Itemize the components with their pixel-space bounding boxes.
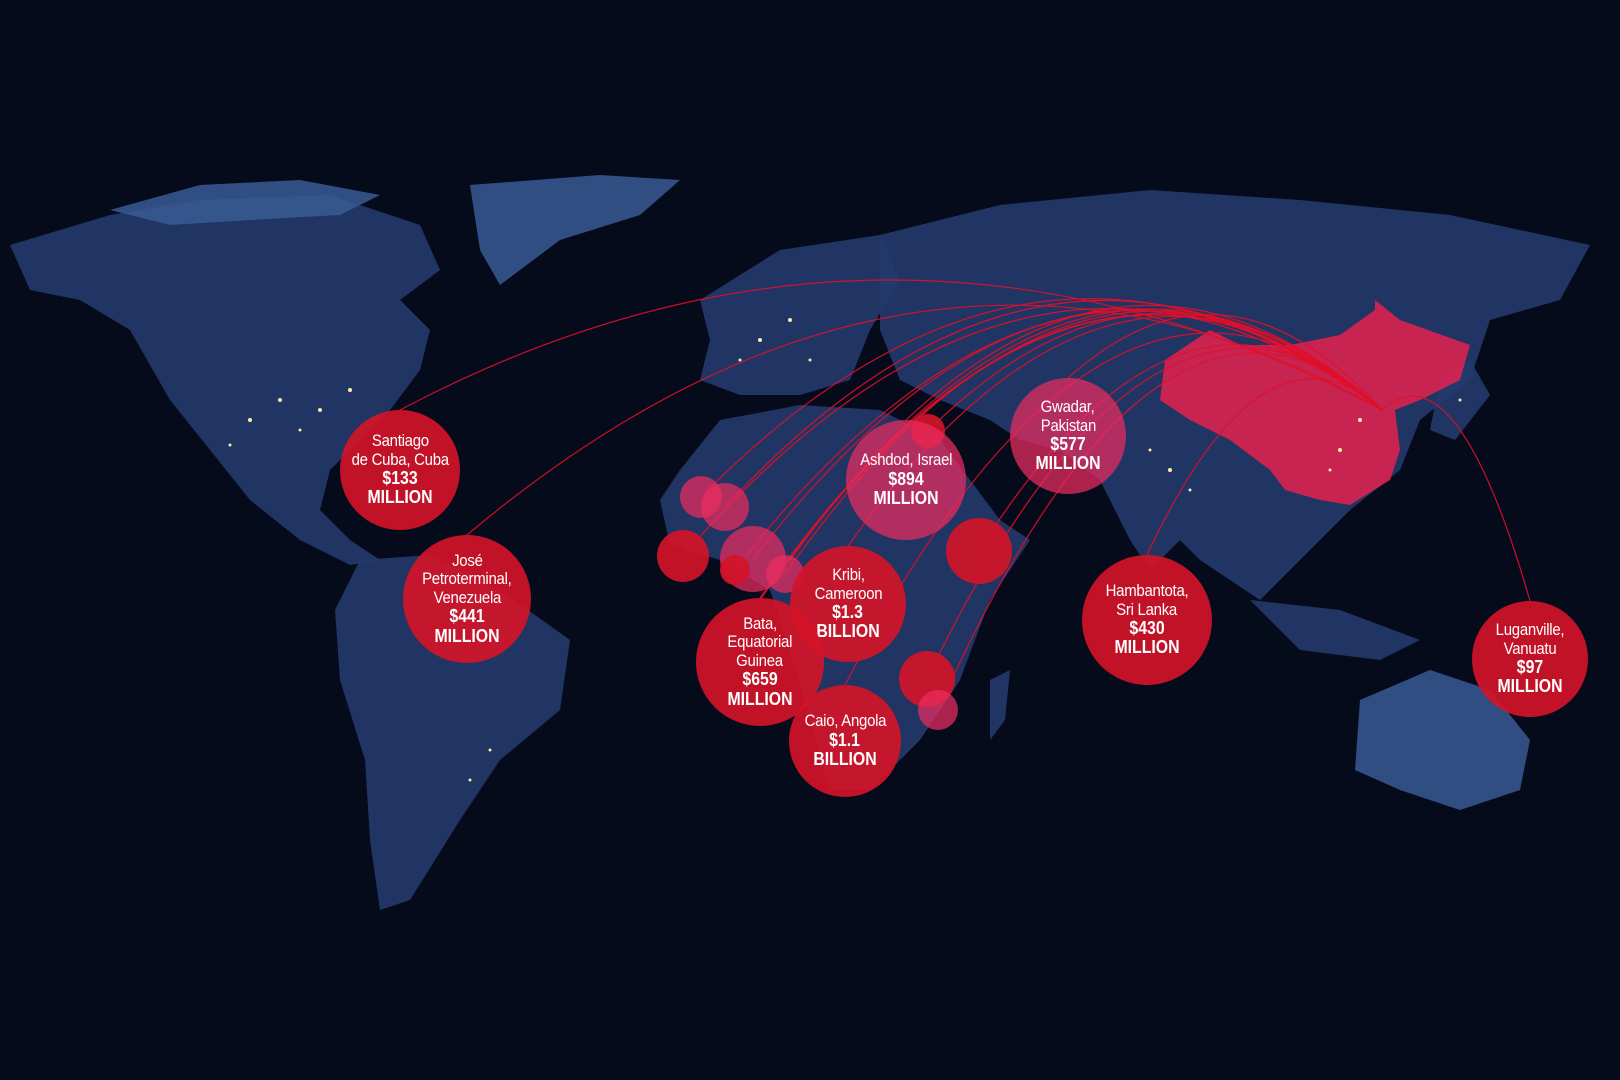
port-bubble: Hambantota, Sri Lanka $430 MILLION	[1082, 555, 1212, 685]
shipping-arc	[937, 352, 1383, 711]
port-unit: BILLION	[813, 749, 877, 770]
port-place: Guinea	[736, 650, 784, 670]
port-place: Luganville,	[1495, 620, 1565, 640]
port-amount: $441	[449, 606, 485, 627]
port-unit: MILLION	[873, 488, 939, 509]
port-bubble: Santiago de Cuba, Cuba $133 MILLION	[340, 410, 460, 530]
shipping-arc	[700, 298, 1383, 498]
port-place: Vanuatu	[1503, 638, 1557, 658]
australia	[1355, 670, 1530, 810]
port-unit: MILLION	[1497, 676, 1563, 697]
port-bubble: Caio, Angola $1.1 BILLION	[789, 685, 901, 797]
shipping-arc	[1067, 314, 1383, 411]
port-place: Caio, Angola	[804, 711, 886, 731]
port-place: Bata,	[743, 614, 777, 634]
port-place: Kribi,	[831, 565, 865, 585]
port-amount: $1.3	[832, 601, 864, 622]
europe	[700, 235, 900, 395]
port-place: Gwadar,	[1041, 397, 1095, 417]
port-place: Pakistan	[1040, 415, 1096, 435]
port-unit: MILLION	[727, 688, 793, 709]
port-bubble: Gwadar, Pakistan $577 MILLION	[1010, 378, 1126, 494]
port-place: Sri Lanka	[1116, 599, 1178, 619]
port-bubble-unlabeled	[720, 555, 750, 585]
port-bubble-unlabeled	[701, 483, 749, 531]
port-bubble-unlabeled	[657, 530, 709, 582]
port-unit: MILLION	[367, 487, 433, 508]
port-unit: MILLION	[1114, 637, 1180, 658]
port-bubble-unlabeled	[946, 518, 1012, 584]
port-place: Equatorial	[727, 632, 793, 652]
port-place: de Cuba, Cuba	[351, 449, 449, 469]
port-unit: MILLION	[1035, 453, 1101, 474]
madagascar	[990, 670, 1010, 740]
port-amount: $1.1	[829, 729, 861, 750]
port-amount: $133	[382, 467, 418, 488]
shipping-arc	[1381, 395, 1531, 602]
port-amount: $577	[1050, 433, 1086, 454]
port-place: José	[451, 551, 483, 571]
north-america	[10, 195, 440, 565]
port-place: Santiago	[371, 431, 429, 451]
greenland	[470, 175, 680, 285]
city-lights	[228, 318, 1462, 782]
port-place: Cameroon	[814, 583, 882, 603]
port-unit: MILLION	[434, 625, 500, 646]
port-place: Hambantota,	[1105, 581, 1189, 601]
shipping-arc	[734, 310, 1383, 571]
port-bubble-unlabeled	[918, 690, 958, 730]
shipping-arcs	[399, 279, 1531, 711]
port-amount: $894	[888, 468, 924, 489]
port-amount: $430	[1129, 617, 1165, 638]
port-place: Ashdod, Israel	[860, 450, 952, 470]
port-amount: $97	[1516, 656, 1544, 677]
continents	[10, 175, 1590, 910]
port-place: Venezuela	[433, 587, 501, 607]
port-bubble: Ashdod, Israel $894 MILLION	[846, 420, 966, 540]
port-amount: $659	[742, 669, 778, 690]
southeast-asia-islands	[1250, 600, 1420, 660]
port-place: Petroterminal,	[422, 569, 512, 589]
port-bubble: Luganville, Vanuatu $97 MILLION	[1472, 601, 1588, 717]
port-bubble: José Petroterminal, Venezuela $441 MILLION	[403, 535, 531, 663]
shipping-arc	[682, 307, 1383, 557]
canada-arctic	[110, 180, 380, 225]
port-unit: BILLION	[816, 621, 880, 642]
china-highlight	[1160, 300, 1470, 505]
